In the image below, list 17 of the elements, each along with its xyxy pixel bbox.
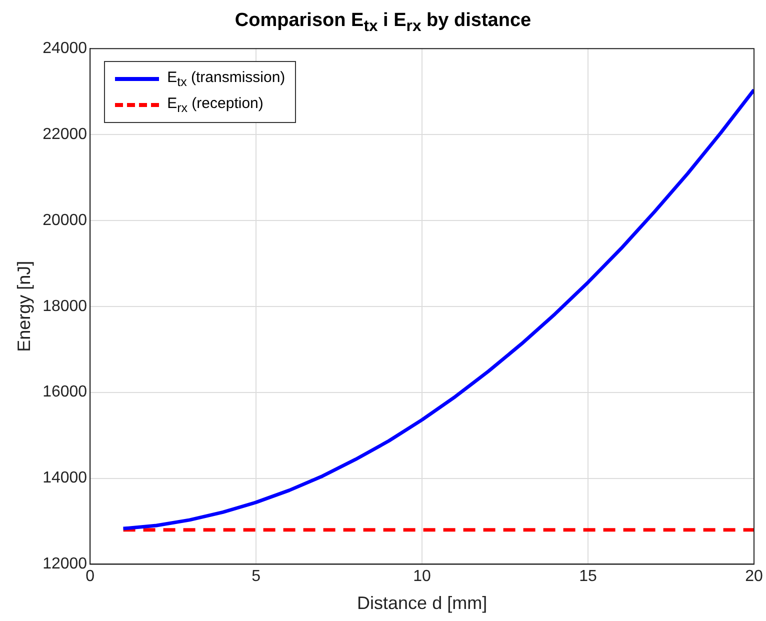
x-tick-label: 20 <box>745 568 763 586</box>
chart-title: Comparison E$_{tx}$ i E$_{rx}$ by distance <box>234 10 532 36</box>
y-tick-label: 20000 <box>42 212 88 229</box>
y-tick-label: 18000 <box>42 298 88 315</box>
x-tick-label: 15 <box>579 568 598 586</box>
y-tick-label: 24000 <box>42 40 88 58</box>
y-axis-title: Energy [nJ] <box>14 260 34 352</box>
x-tick-label: 10 <box>413 568 432 586</box>
y-tick-label: 14000 <box>42 470 88 487</box>
legend-label: E$_{tx}$ (transmission) <box>167 68 286 89</box>
x-axis-title: Distance d [mm] <box>357 593 488 614</box>
x-tick-label: 0 <box>86 568 95 586</box>
y-tick-label: 12000 <box>42 556 88 573</box>
y-tick-label: 16000 <box>42 384 88 401</box>
y-tick-label: 22000 <box>42 126 88 143</box>
x-tick-label: 5 <box>252 568 261 586</box>
legend-label: E$_{rx}$ (reception) <box>167 94 264 115</box>
